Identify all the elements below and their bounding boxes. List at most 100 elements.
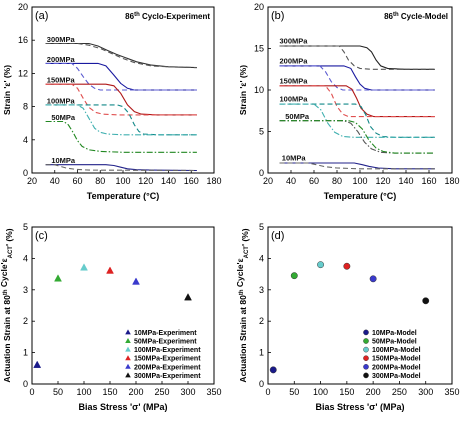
y-axis-label: Strain 'ε' (%) — [238, 65, 248, 115]
legend-label: 300MPa-Model — [372, 373, 421, 380]
data-point — [106, 266, 114, 274]
legend-marker — [363, 346, 369, 353]
curve-label: 300MPa — [280, 37, 309, 46]
data-point — [422, 297, 430, 305]
data-point — [369, 275, 377, 283]
y-tick-label: 3 — [259, 285, 264, 295]
y-tick-label: 20 — [18, 2, 28, 12]
y-tick-label: 8 — [23, 102, 28, 112]
x-axis-label: Bias Stress 'σ' (MPa) — [316, 402, 405, 412]
x-tick-label: 100 — [76, 387, 91, 397]
x-tick-label: 150 — [339, 387, 354, 397]
y-tick-label: 0 — [259, 379, 264, 389]
x-tick-label: 0 — [265, 387, 270, 397]
series-line-300MPa — [45, 42, 197, 69]
x-tick-label: 300 — [418, 387, 433, 397]
chart-title-part: th — [134, 12, 140, 18]
x-tick-label: 80 — [332, 176, 342, 186]
x-tick-label: 180 — [206, 176, 221, 186]
x-tick-label: 60 — [72, 176, 82, 186]
series-line-100MPa — [45, 104, 197, 136]
y-tick-label: 16 — [18, 35, 28, 45]
legend-marker — [363, 372, 369, 379]
curve-label: 150MPa — [280, 76, 309, 85]
chart-panel-3: 0 50 100 150 200 250 300 350 0 1 2 3 4 5 Bias Stress '… — [0, 222, 222, 412]
legend-label: 100MPa-Experiment — [134, 347, 201, 354]
curve-label: 200MPa — [280, 56, 309, 65]
data-point — [317, 261, 325, 269]
y-tick-label: 4 — [23, 253, 28, 263]
y-axis-label-part: ' (%) — [4, 228, 14, 246]
chart-title: 86th Cycle-Model — [384, 12, 448, 21]
legend-marker — [125, 363, 131, 369]
y-tick-label: 15 — [254, 44, 264, 54]
y-tick-label: 10 — [254, 85, 264, 95]
y-axis-label-part: ' (%) — [240, 228, 250, 246]
x-tick-label: 200 — [366, 387, 381, 397]
x-tick-label: 80 — [95, 176, 105, 186]
x-axis-label: Temperature (°C) — [324, 191, 396, 201]
series-line-300MPa — [279, 45, 435, 70]
legend-label: 200MPa-Experiment — [134, 364, 201, 371]
legend-label: 150MPa-Experiment — [134, 356, 201, 363]
legend-label: 10MPa-Model — [372, 330, 417, 337]
x-tick-label: 140 — [161, 176, 176, 186]
panel-label: (c) — [35, 230, 48, 242]
x-tick-label: 50 — [289, 387, 299, 397]
y-tick-label: 1 — [23, 348, 28, 358]
data-point — [290, 272, 298, 280]
x-tick-label: 150 — [102, 387, 117, 397]
y-axis-label-part: Actuation Strain at 80 — [2, 295, 12, 383]
y-tick-label: 5 — [259, 222, 264, 232]
series-line-200MPa — [45, 62, 197, 91]
y-tick-label: 0 — [23, 379, 28, 389]
x-tick-label: 200 — [128, 387, 143, 397]
curve-label: 10MPa — [282, 154, 307, 163]
chart-title-part: th — [393, 12, 399, 18]
y-tick-label: 2 — [23, 316, 28, 326]
plot-frame — [267, 226, 453, 385]
x-tick-label: 100 — [313, 387, 328, 397]
series-line-10MPa — [279, 162, 435, 170]
data-point — [343, 262, 351, 270]
x-tick-label: 160 — [184, 176, 199, 186]
y-tick-label: 20 — [254, 2, 264, 12]
series-line-150MPa — [45, 83, 197, 116]
chart-panel-4: 0 50 100 150 200 250 300 350 0 1 2 3 4 5 Bias Stress '… — [235, 222, 460, 412]
y-axis-label: Strain 'ε' (%) — [2, 65, 12, 115]
x-tick-label: 0 — [29, 387, 34, 397]
series-line-200MPa — [279, 65, 435, 91]
legend-marker — [363, 363, 369, 370]
chart-title-part: 86 — [384, 12, 393, 21]
x-tick-label: 250 — [154, 387, 169, 397]
plot-frame — [31, 226, 215, 385]
x-axis-label: Temperature (°C) — [87, 191, 159, 201]
x-tick-label: 120 — [138, 176, 153, 186]
x-tick-label: 20 — [263, 176, 273, 186]
legend-label: 200MPa-Model — [372, 364, 421, 371]
legend-marker — [125, 346, 131, 352]
x-tick-label: 120 — [375, 176, 390, 186]
curve-label: 50MPa — [51, 113, 76, 122]
y-tick-label: 4 — [23, 135, 28, 145]
legend-marker — [363, 355, 369, 362]
series-line-50MPa — [279, 120, 435, 154]
chart-title-part: Cycle-Model — [399, 12, 448, 21]
series-line-300MPa — [45, 42, 197, 69]
chart-title-part: Cyclo-Experiment — [140, 12, 211, 21]
y-tick-label: 0 — [259, 168, 264, 178]
y-axis-label-part: Cycle'ε — [0, 258, 9, 289]
x-tick-label: 350 — [444, 387, 459, 397]
data-point — [269, 366, 277, 374]
y-tick-label: 4 — [259, 253, 264, 263]
series-line-100MPa — [279, 103, 435, 138]
legend-label: 150MPa-Model — [372, 356, 421, 363]
y-axis-label-part: Cycle'ε — [235, 258, 245, 289]
legend-marker — [363, 338, 369, 344]
legend-label: 100MPa-Model — [372, 347, 421, 354]
x-tick-label: 160 — [421, 176, 436, 186]
curve-label: 10MPa — [51, 156, 76, 165]
y-tick-label: 12 — [18, 68, 28, 78]
legend-marker — [363, 329, 369, 336]
